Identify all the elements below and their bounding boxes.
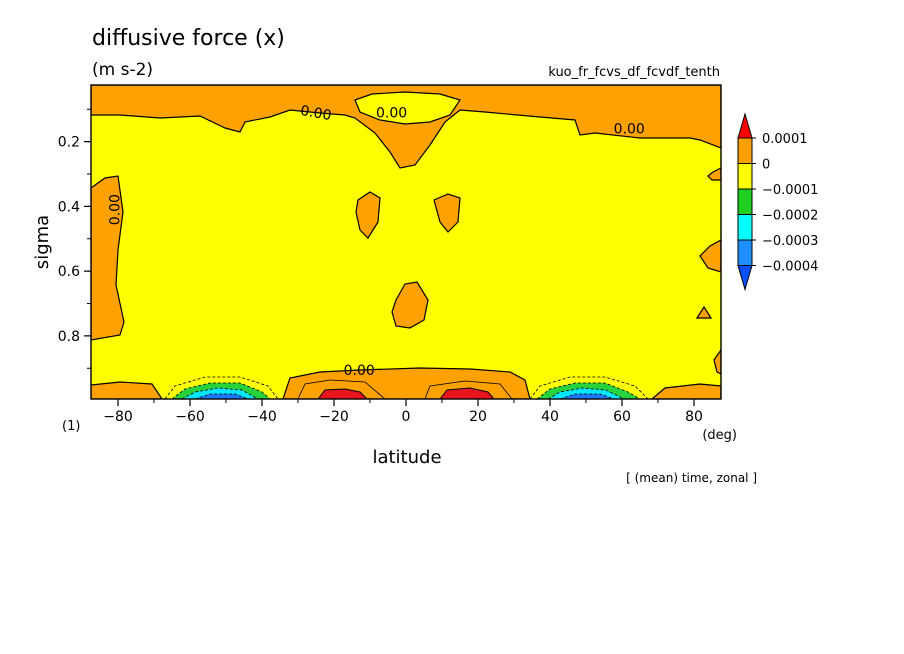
shell-right-1	[424, 380, 513, 399]
shell-left-1	[297, 379, 386, 399]
x-tick-label: −60	[175, 409, 205, 425]
legend-swatch	[737, 239, 753, 266]
color-legend: 0.0001 0 −0.0001 −0.0002 −0.0003 −0.0004	[737, 112, 818, 292]
contour-label: 0.00	[376, 106, 407, 122]
contour-field: 0.00 0.00 0.00 0.00 0.00	[91, 85, 721, 399]
right-positive-region-1	[707, 167, 721, 181]
y-tick-label: 0.4	[58, 199, 80, 215]
right-positive-region-3	[695, 305, 713, 319]
variable-id: kuo_fr_fcvs_df_fcvdf_tenth	[548, 65, 720, 80]
contour-label: 0.00	[299, 103, 332, 124]
red-core-right	[439, 387, 495, 399]
y-tick-label: 0.8	[58, 329, 80, 345]
footer-note: [ (mean) time, zonal ]	[626, 471, 757, 485]
legend-label: −0.0003	[762, 234, 818, 249]
mid-blob-left	[355, 191, 381, 239]
legend-label: 0	[762, 158, 770, 173]
chart-units: (m s-2)	[92, 60, 153, 80]
x-axis: −80 −60 −40 −20 0 20 40 60 80	[103, 399, 703, 425]
x-axis-label: latitude	[372, 447, 441, 468]
legend-label: 0.0001	[762, 132, 808, 147]
x-tick-label: 60	[613, 409, 631, 425]
x-tick-label: 0	[402, 409, 411, 425]
contour-label: 0.00	[344, 363, 375, 379]
left-positive-region	[91, 175, 125, 341]
contour-label: 0.00	[614, 122, 645, 138]
x-tick-label: −40	[247, 409, 277, 425]
legend-swatch	[737, 112, 753, 139]
negative-core-north	[529, 376, 649, 399]
x-unit-label: (deg)	[702, 428, 737, 443]
legend-label: −0.0002	[762, 209, 818, 224]
legend-swatch	[737, 188, 753, 215]
legend-label: −0.0004	[762, 260, 818, 275]
contour-label: 0.00	[107, 194, 123, 225]
right-positive-region-4	[713, 348, 721, 375]
y-tick-label: 0.6	[58, 264, 80, 280]
y-axis: 0.2 0.4 0.6 0.8	[58, 108, 91, 369]
panel-label: (1)	[62, 419, 80, 434]
upper-positive-region	[91, 85, 721, 169]
mid-blob-right	[433, 193, 461, 233]
x-tick-label: 20	[469, 409, 487, 425]
legend-swatch	[737, 265, 753, 292]
x-tick-label: −20	[319, 409, 349, 425]
y-tick-label: 0.2	[58, 135, 80, 151]
x-tick-label: 40	[541, 409, 559, 425]
bottom-left-positive	[91, 381, 163, 399]
center-blob	[391, 281, 429, 329]
y-axis-label: sigma	[32, 215, 53, 269]
bottom-right-positive	[651, 383, 721, 399]
negative-core-south	[164, 376, 279, 399]
x-tick-label: 80	[685, 409, 703, 425]
legend-swatch	[737, 214, 753, 241]
right-positive-region-2	[699, 239, 721, 273]
upper-zero-island	[354, 91, 461, 125]
red-core-left	[317, 388, 368, 399]
chart-title: diffusive force (x)	[92, 26, 285, 51]
x-tick-label: −80	[103, 409, 133, 425]
legend-swatch	[737, 163, 753, 190]
legend-swatch	[737, 137, 753, 164]
legend-label: −0.0001	[762, 183, 818, 198]
